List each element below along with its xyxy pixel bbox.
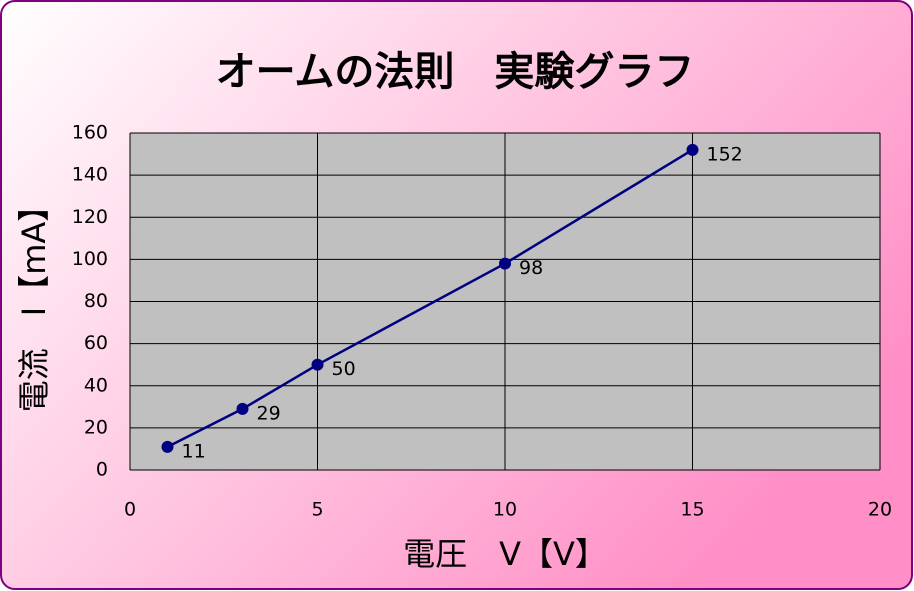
x-tick-label: 20	[868, 499, 892, 521]
y-tick-label: 100	[72, 248, 108, 270]
x-tick-label: 10	[493, 499, 517, 521]
x-tick-label: 15	[680, 499, 704, 521]
x-tick-label: 0	[124, 499, 136, 521]
y-tick-label: 120	[72, 206, 108, 228]
data-label: 98	[519, 257, 543, 279]
x-tick-label: 5	[311, 499, 323, 521]
y-tick-label: 140	[72, 164, 108, 186]
data-point	[686, 143, 699, 156]
data-label: 11	[182, 440, 206, 462]
data-point	[236, 402, 249, 415]
data-label: 50	[332, 358, 356, 380]
y-tick-label: 160	[72, 122, 108, 144]
y-tick-label: 0	[96, 459, 108, 481]
data-point	[311, 358, 324, 371]
data-point	[161, 440, 174, 453]
y-tick-label: 20	[84, 416, 108, 438]
data-label: 152	[707, 143, 743, 165]
chart-title: オームの法則 実験グラフ	[216, 49, 695, 95]
y-axis-label: 電流 I【mA】	[15, 190, 53, 413]
data-label: 29	[257, 402, 281, 424]
data-point	[499, 257, 511, 270]
y-tick-label: 60	[84, 332, 108, 354]
y-tick-label: 80	[84, 290, 108, 312]
y-tick-label: 40	[84, 374, 108, 396]
x-axis-label: 電圧 V【V】	[403, 535, 607, 573]
